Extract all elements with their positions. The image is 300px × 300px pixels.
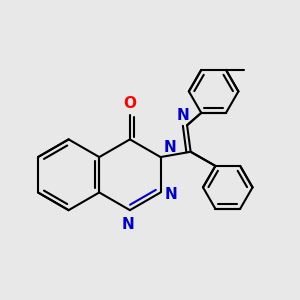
Text: N: N (122, 217, 134, 232)
Text: N: N (176, 109, 189, 124)
Text: N: N (164, 140, 176, 155)
Text: O: O (123, 96, 136, 111)
Text: N: N (165, 187, 178, 202)
